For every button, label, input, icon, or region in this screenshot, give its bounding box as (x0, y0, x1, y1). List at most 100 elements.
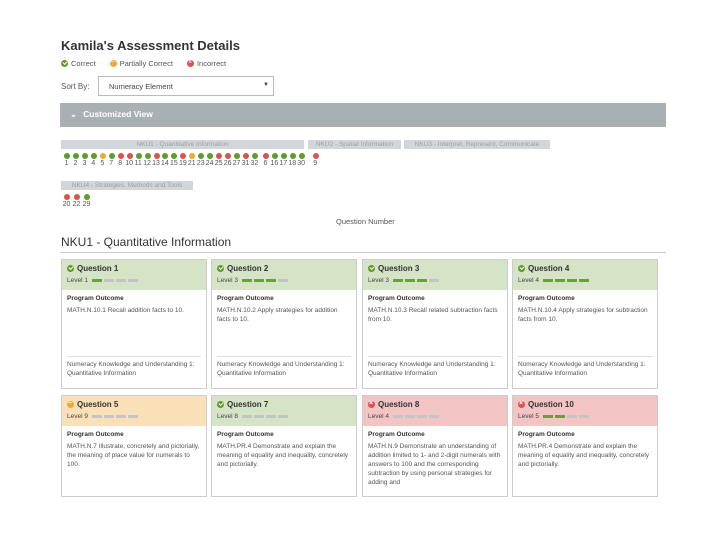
question-number-link[interactable]: 22 (72, 201, 81, 208)
program-outcome-text: MATH.PR.4 Demonstrate and explain the me… (518, 443, 650, 468)
question-number-link[interactable]: 18 (288, 160, 297, 167)
correct-status-icon (289, 153, 296, 159)
sort-select[interactable]: Numeracy Element ▼ (98, 76, 274, 96)
question-card[interactable]: Question 2 Level 3 Program Outcome MATH.N.1… (211, 259, 357, 389)
card-header: Question 4 Level 4 (513, 260, 657, 290)
correct-status-icon (135, 153, 142, 159)
card-level: Level 3 (217, 277, 351, 284)
question-number-link[interactable]: 4 (91, 160, 96, 167)
question-card[interactable]: Question 8 Level 4 Program Outcome MATH.N.9… (362, 395, 508, 497)
question-number-link[interactable]: 7 (109, 160, 114, 167)
group-nku4[interactable]: NKU4 - Strategies, Methods and Tools (61, 181, 193, 190)
correct-status-icon (280, 153, 287, 159)
check-circle-icon (61, 60, 68, 67)
incorrect-status-icon (225, 153, 232, 159)
correct-status-icon (217, 265, 224, 272)
level-bar (542, 415, 589, 418)
legend-incorrect: Incorrect (186, 59, 227, 68)
customized-view-toggle[interactable]: ⌄ Customized View (60, 103, 666, 127)
question-number-link[interactable]: 26 (223, 160, 232, 167)
group-nku2[interactable]: NKU2 - Spatial Information (308, 140, 401, 149)
section-title: NKU1 - Quantitative Information (61, 235, 232, 249)
program-outcome-label: Program Outcome (217, 295, 274, 302)
level-segment (554, 279, 565, 282)
question-number-link[interactable]: 27 (232, 160, 241, 167)
question-number-link[interactable]: 23 (196, 160, 205, 167)
group-nku3[interactable]: NKU3 - Interpret, Represent, Communicate (404, 140, 550, 149)
question-number-link[interactable]: 11 (134, 160, 142, 167)
question-card[interactable]: Question 5 Level 9 Program Outcome MATH.N.7… (61, 395, 207, 497)
legend-incorrect-label: Incorrect (196, 59, 227, 68)
card-level-text: Level 4 (518, 277, 539, 284)
question-number-link[interactable]: 32 (250, 160, 259, 167)
question-number-link[interactable]: 16 (270, 160, 279, 167)
question-number-label: Question Number (336, 217, 395, 226)
level-segment (428, 415, 439, 418)
incorrect-status-icon (117, 153, 124, 159)
program-outcome-label: Program Outcome (217, 431, 274, 438)
question-card[interactable]: Question 4 Level 4 Program Outcome MATH.N.1… (512, 259, 658, 389)
question-number-link[interactable]: 9 (313, 160, 318, 167)
level-segment (578, 415, 589, 418)
card-title-text: Question 3 (378, 264, 420, 273)
level-segment (103, 279, 114, 282)
question-number-link[interactable]: 13 (152, 160, 160, 167)
level-segment (392, 279, 403, 282)
question-number-link[interactable]: 10 (125, 160, 134, 167)
incorrect-status-icon (126, 153, 133, 159)
level-segment (253, 415, 264, 418)
question-number-link[interactable]: 17 (279, 160, 288, 167)
sort-label: Sort By: (61, 82, 90, 91)
sort-select-value: Numeracy Element (109, 82, 173, 91)
group-nku1[interactable]: NKU1 - Quantitative Information (61, 140, 304, 149)
card-title: Question 3 (368, 264, 502, 273)
question-card[interactable]: Question 1 Level 1 Program Outcome MATH.N.1… (61, 259, 207, 389)
card-title-text: Question 5 (77, 400, 119, 409)
question-number-link[interactable]: 20 (62, 201, 71, 208)
numeracy-element-text: Numeracy Knowledge and Understanding 1: … (518, 361, 646, 377)
numeracy-element-text: Numeracy Knowledge and Understanding 1: … (368, 361, 496, 377)
level-segment (241, 279, 252, 282)
question-number-link[interactable]: 6 (263, 160, 268, 167)
question-card[interactable]: Question 3 Level 3 Program Outcome MATH.N.1… (362, 259, 508, 389)
question-number-link[interactable]: 1 (64, 160, 69, 167)
level-segment (241, 415, 252, 418)
correct-status-icon (144, 153, 151, 159)
correct-status-icon (518, 265, 525, 272)
question-number-link[interactable]: 5 (100, 160, 105, 167)
question-number-link[interactable]: 21 (187, 160, 196, 167)
question-number-link[interactable]: 19 (178, 160, 187, 167)
correct-status-icon (90, 153, 97, 159)
level-segment (253, 279, 264, 282)
card-divider (217, 356, 351, 357)
program-outcome-label: Program Outcome (67, 295, 124, 302)
partial-status-icon (67, 401, 74, 408)
correct-status-icon (81, 153, 88, 159)
question-number-link[interactable]: 2 (73, 160, 78, 167)
question-number-link[interactable]: 25 (214, 160, 223, 167)
incorrect-status-icon (64, 194, 70, 200)
correct-status-icon (108, 153, 115, 159)
question-number-link[interactable]: 15 (169, 160, 178, 167)
customized-view-label: Customized View (83, 109, 153, 119)
question-number-link[interactable]: 24 (205, 160, 214, 167)
card-level: Level 5 (518, 413, 652, 420)
card-title-text: Question 2 (227, 264, 269, 273)
question-card[interactable]: Question 7 Level 8 Program Outcome MATH.PR.… (211, 395, 357, 497)
question-number-link[interactable]: 29 (82, 201, 91, 208)
question-card[interactable]: Question 10 Level 5 Program Outcome MATH.PR… (512, 395, 658, 497)
card-divider (67, 356, 201, 357)
question-number-link[interactable]: 14 (161, 160, 169, 167)
level-segment (265, 279, 276, 282)
partial-circle-icon (109, 60, 117, 67)
card-level: Level 1 (67, 277, 201, 284)
question-number-link[interactable]: 3 (82, 160, 87, 167)
question-number-link[interactable]: 12 (143, 160, 151, 167)
level-bar (392, 279, 439, 282)
question-number-link[interactable]: 31 (241, 160, 250, 167)
card-title: Question 10 (518, 400, 652, 409)
correct-status-icon (271, 153, 278, 159)
program-outcome-label: Program Outcome (518, 431, 575, 438)
question-number-link[interactable]: 30 (297, 160, 306, 167)
question-number-link[interactable]: 8 (118, 160, 123, 167)
